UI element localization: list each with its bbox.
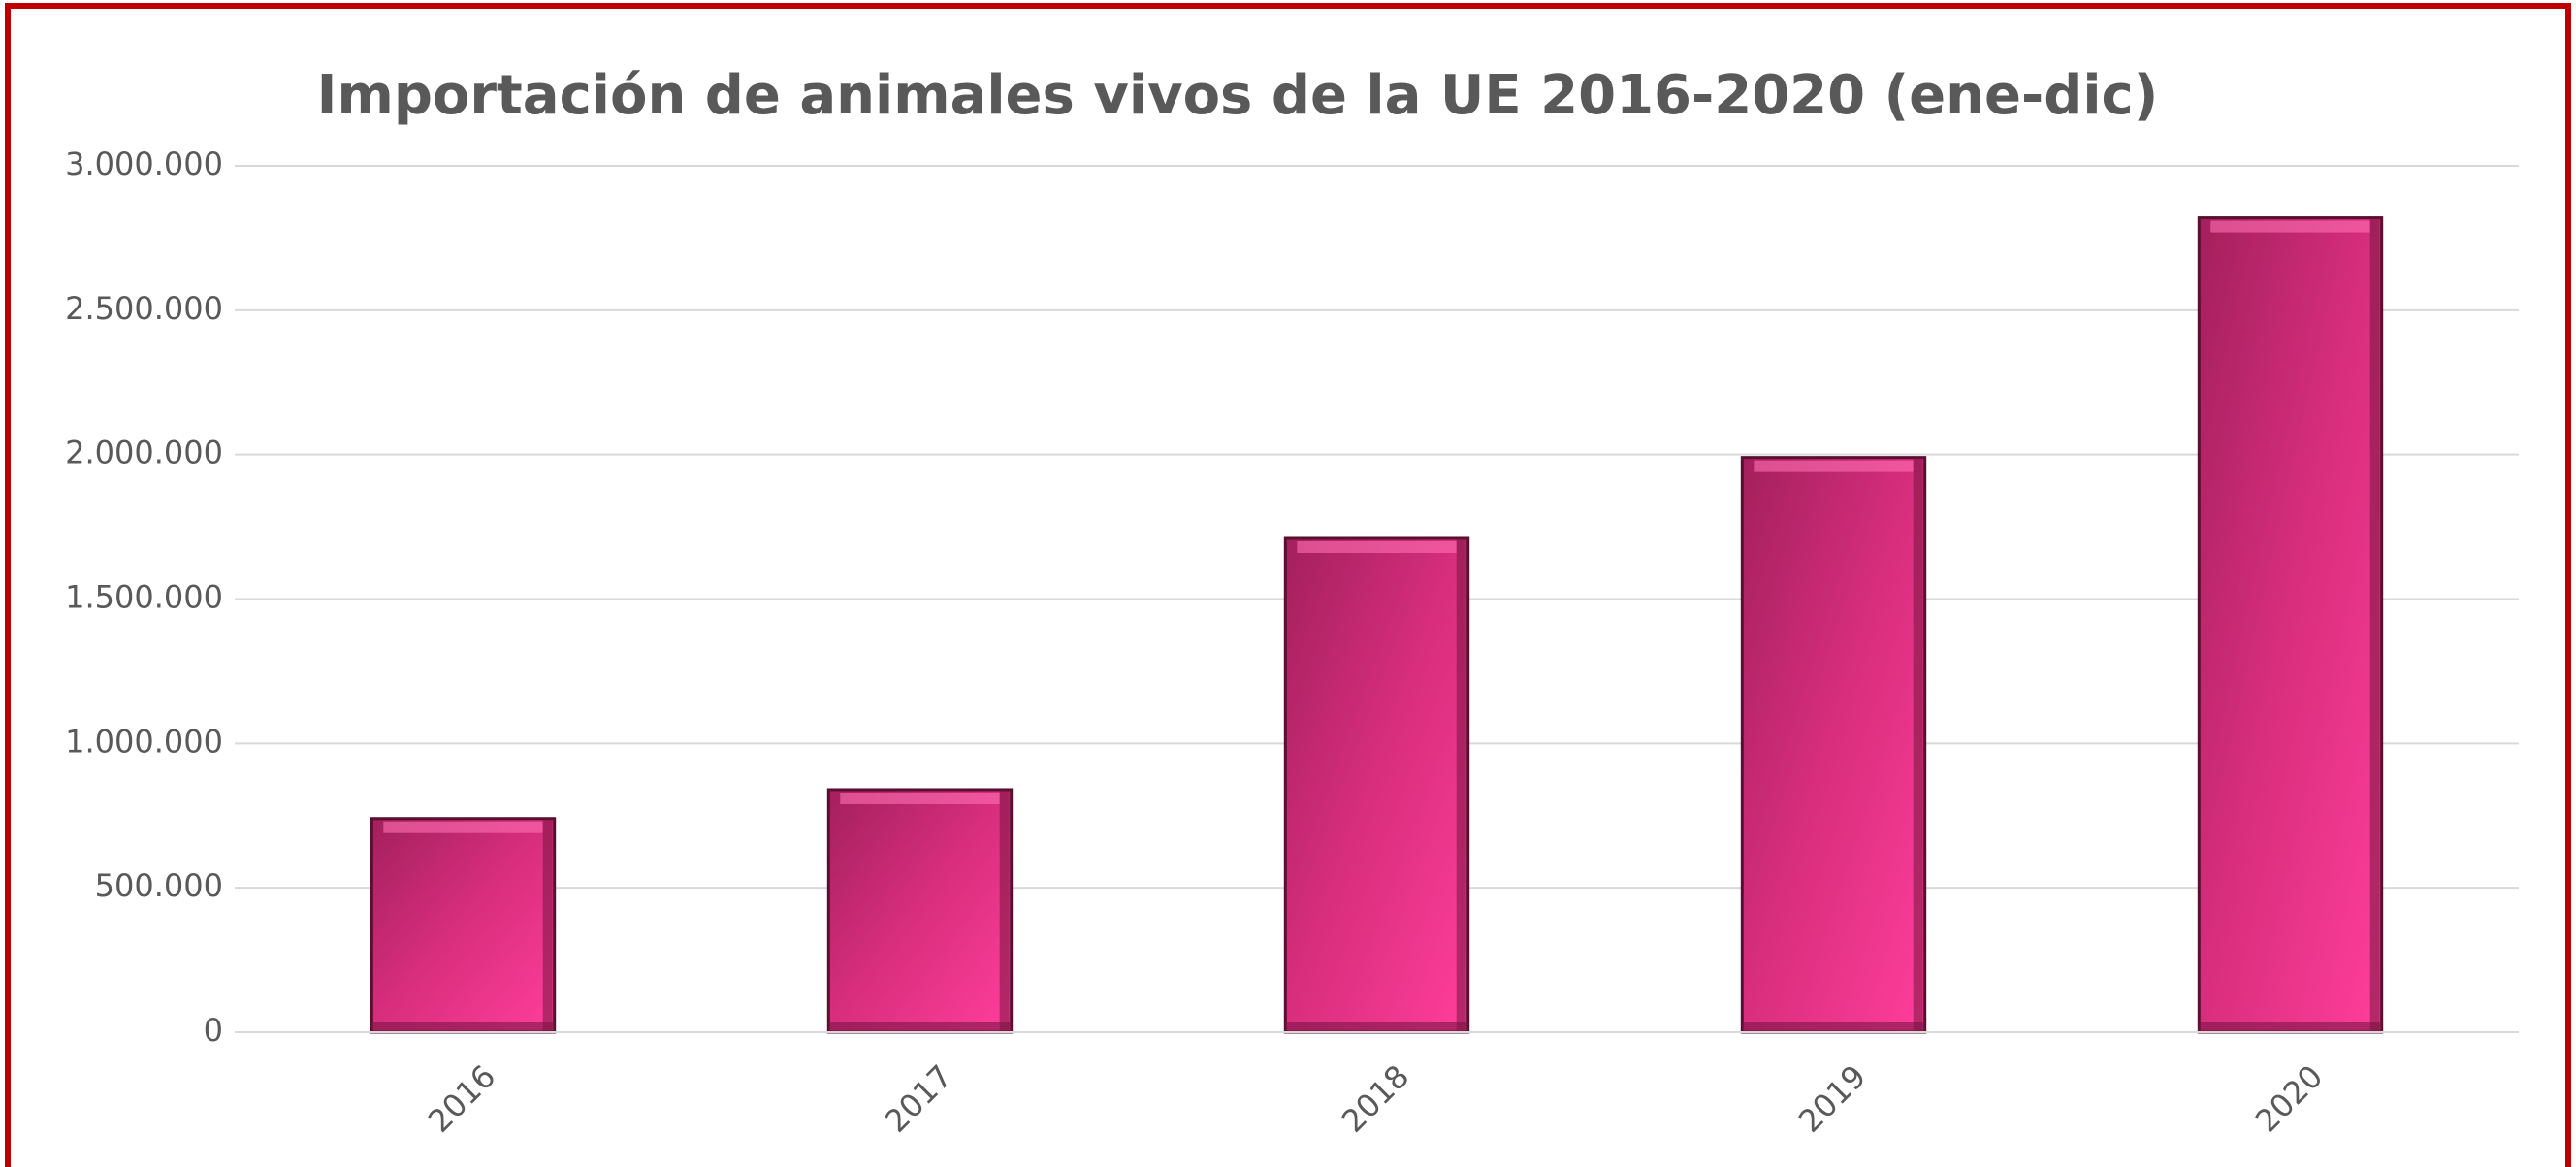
- chart-title: Importación de animales vivos de la UE 2…: [317, 64, 2159, 127]
- bar: [826, 788, 1014, 1034]
- y-tick-label: 1.000.000: [65, 723, 223, 760]
- y-tick-label: 3.000.000: [65, 146, 223, 182]
- y-tick-label: 500.000: [95, 867, 223, 904]
- bar: [1283, 536, 1470, 1034]
- bar: [2197, 216, 2384, 1034]
- y-tick-label: 2.500.000: [65, 290, 223, 327]
- bar: [370, 817, 557, 1034]
- y-tick-label: 2.000.000: [65, 435, 223, 471]
- y-tick-label: 0: [204, 1012, 223, 1049]
- y-tick-label: 1.500.000: [65, 579, 223, 616]
- bar: [1740, 456, 1927, 1034]
